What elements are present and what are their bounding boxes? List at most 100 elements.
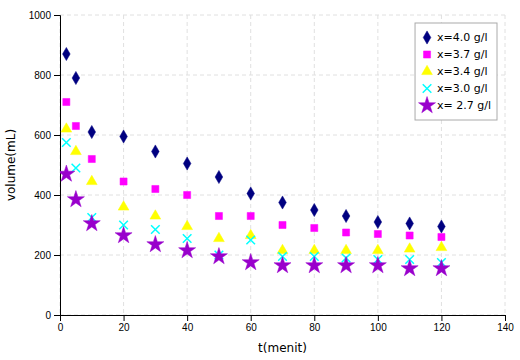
tick: 1000 xyxy=(29,10,60,21)
tick-label: 800 xyxy=(34,70,51,81)
series xyxy=(61,123,447,254)
point xyxy=(60,165,75,181)
tick-mark xyxy=(54,135,60,136)
grid-line-y xyxy=(60,255,505,256)
y-axis-title: volume(mL) xyxy=(4,129,18,201)
grid-line-y xyxy=(60,15,505,16)
tick: 0 xyxy=(45,310,60,321)
point xyxy=(120,178,127,185)
tick: 80 xyxy=(309,315,321,333)
chart-svg: 0 20 40 60 80 100 120 140 0 200 400 600 800 1000 x=4.0… xyxy=(0,0,520,360)
series xyxy=(60,165,450,276)
tick-label: 0 xyxy=(45,310,51,321)
tick-label: 120 xyxy=(434,322,451,333)
point xyxy=(115,227,132,243)
series xyxy=(63,98,445,240)
point xyxy=(62,138,71,147)
tick-mark xyxy=(505,315,506,321)
point xyxy=(147,236,164,252)
point xyxy=(120,130,128,143)
tick-label: 100 xyxy=(370,322,387,333)
point xyxy=(374,215,382,228)
tick-label: 20 xyxy=(119,322,131,333)
tick-mark xyxy=(54,195,60,196)
point xyxy=(342,209,350,222)
tick-mark xyxy=(54,75,60,76)
grid-line-x xyxy=(377,15,378,315)
grid-line-x xyxy=(123,15,124,315)
tick-mark xyxy=(54,15,60,16)
tick: 600 xyxy=(34,130,60,141)
legend-item: x=3.0 g/l xyxy=(423,82,488,95)
point xyxy=(71,145,82,154)
axis-line xyxy=(61,316,506,322)
legend-symbol xyxy=(423,84,432,93)
legend-item: x=3.4 g/l xyxy=(422,65,488,78)
legend-label: x=3.4 g/l xyxy=(437,65,487,78)
tick-label: 400 xyxy=(34,190,51,201)
legend-item: x=4.0 g/l xyxy=(423,31,487,44)
point xyxy=(182,220,193,229)
tick: 0 xyxy=(58,315,64,333)
point xyxy=(179,242,196,258)
plot: 0 20 40 60 80 100 120 140 0 200 400 600 800 1000 x=4.0… xyxy=(29,10,515,333)
point xyxy=(83,215,100,231)
point xyxy=(341,244,352,253)
axis-line xyxy=(54,16,61,316)
legend-label: x=3.0 g/l xyxy=(437,82,487,95)
grid-line-x xyxy=(505,15,506,315)
grid-line-x xyxy=(314,15,315,315)
legend-symbol xyxy=(419,97,436,113)
point xyxy=(247,212,254,219)
legend-symbol xyxy=(422,65,433,74)
point xyxy=(152,185,159,192)
point xyxy=(311,224,318,231)
points xyxy=(60,47,450,275)
tick: 20 xyxy=(119,315,131,333)
point xyxy=(247,187,255,200)
legend-symbol xyxy=(423,51,430,58)
tick-mark xyxy=(441,315,442,321)
point xyxy=(72,122,79,129)
tick-label: 140 xyxy=(497,322,514,333)
point xyxy=(215,212,222,219)
point xyxy=(274,257,291,273)
legend-label: x=4.0 g/l xyxy=(437,31,487,44)
point xyxy=(210,248,227,264)
point xyxy=(279,221,286,228)
point xyxy=(183,157,191,170)
tick: 40 xyxy=(182,315,194,333)
tick-mark xyxy=(54,255,60,256)
chart-container: 0 20 40 60 80 100 120 140 0 200 400 600 800 1000 x=4.0… xyxy=(0,0,520,360)
series xyxy=(63,47,446,233)
tick-label: 60 xyxy=(246,322,258,333)
point xyxy=(438,233,445,240)
point xyxy=(401,260,418,276)
point xyxy=(306,257,323,273)
point xyxy=(86,175,97,184)
point xyxy=(436,241,447,250)
point xyxy=(63,98,70,105)
tick-mark xyxy=(187,315,188,321)
tick-mark xyxy=(314,315,315,321)
point xyxy=(72,71,80,84)
grid-line-x xyxy=(250,15,251,315)
tick-label: 0 xyxy=(58,322,64,333)
point xyxy=(406,217,414,230)
series xyxy=(62,138,446,267)
tick-label: 40 xyxy=(182,322,194,333)
tick: 200 xyxy=(34,250,60,261)
legend-symbol xyxy=(423,31,431,44)
point xyxy=(279,196,287,209)
tick: 60 xyxy=(246,315,258,333)
point xyxy=(246,236,255,245)
tick: 140 xyxy=(497,315,514,333)
point xyxy=(372,244,383,253)
grid-line-y xyxy=(60,195,505,196)
tick: 800 xyxy=(34,70,60,81)
point xyxy=(63,47,71,60)
point xyxy=(433,260,450,276)
point xyxy=(184,191,191,198)
point xyxy=(215,170,223,183)
point xyxy=(242,254,259,270)
